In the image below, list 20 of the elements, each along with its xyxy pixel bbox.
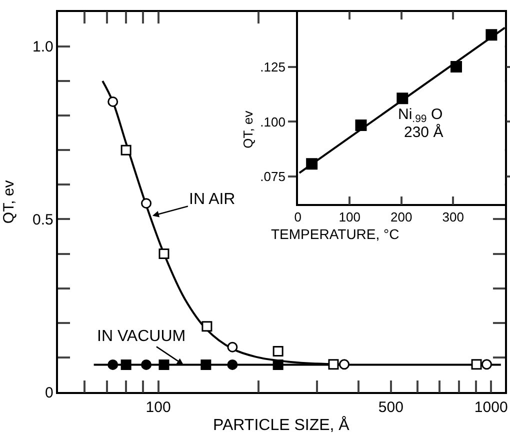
y-axis-title: QT, ev [240,110,256,148]
y-tick-label: 1.0 [32,38,54,56]
y-tick-label: .125 [260,59,286,74]
annotation: 230 Å [404,123,444,141]
y-axis-title: QT, ev [0,180,18,224]
x-axis-title: PARTICLE SIZE, Å [213,416,350,434]
x-tick-label: 500 [378,398,404,416]
x-tick-label: 300 [442,209,464,224]
x-tick-label: 1000 [474,398,508,416]
x-tick-label: 200 [390,209,412,224]
x-tick-label: 100 [338,209,360,224]
y-tick-label: 0.5 [32,211,54,228]
x-axis-title: TEMPERATURE, °C [271,226,400,242]
x-tick-label: 0 [294,209,302,224]
annotation: IN VACUUM [97,328,186,345]
annotation: IN AIR [189,191,236,208]
y-tick-label: 0 [45,384,54,402]
y-tick-label: .100 [260,114,286,130]
y-tick-label: .075 [260,169,286,184]
x-tick-label: 100 [146,398,171,416]
